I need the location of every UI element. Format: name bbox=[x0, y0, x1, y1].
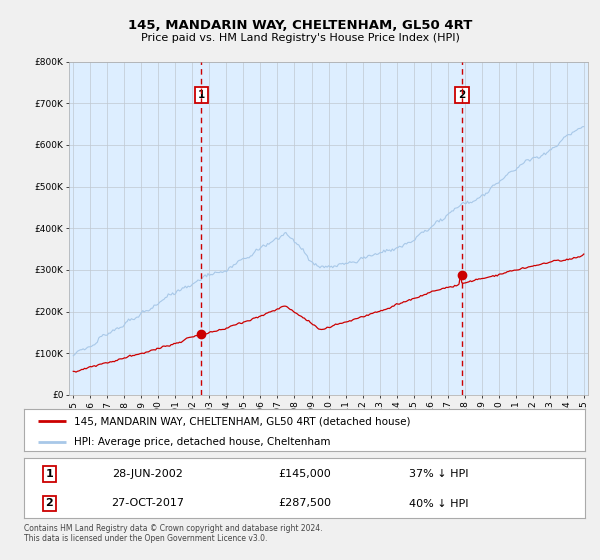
Text: 28-JUN-2002: 28-JUN-2002 bbox=[112, 469, 183, 479]
Text: 27-OCT-2017: 27-OCT-2017 bbox=[111, 498, 184, 508]
Text: This data is licensed under the Open Government Licence v3.0.: This data is licensed under the Open Gov… bbox=[24, 534, 268, 543]
Text: 2: 2 bbox=[458, 90, 466, 100]
Text: 145, MANDARIN WAY, CHELTENHAM, GL50 4RT: 145, MANDARIN WAY, CHELTENHAM, GL50 4RT bbox=[128, 18, 472, 32]
Text: HPI: Average price, detached house, Cheltenham: HPI: Average price, detached house, Chel… bbox=[74, 437, 331, 446]
Text: £145,000: £145,000 bbox=[278, 469, 331, 479]
Text: 40% ↓ HPI: 40% ↓ HPI bbox=[409, 498, 469, 508]
Text: 1: 1 bbox=[46, 469, 53, 479]
Text: £287,500: £287,500 bbox=[278, 498, 331, 508]
Text: 145, MANDARIN WAY, CHELTENHAM, GL50 4RT (detached house): 145, MANDARIN WAY, CHELTENHAM, GL50 4RT … bbox=[74, 417, 411, 426]
Text: Contains HM Land Registry data © Crown copyright and database right 2024.: Contains HM Land Registry data © Crown c… bbox=[24, 524, 323, 533]
Text: 2: 2 bbox=[46, 498, 53, 508]
Bar bbox=[201, 62, 461, 395]
Text: 1: 1 bbox=[197, 90, 205, 100]
Text: Price paid vs. HM Land Registry's House Price Index (HPI): Price paid vs. HM Land Registry's House … bbox=[140, 32, 460, 43]
Text: 37% ↓ HPI: 37% ↓ HPI bbox=[409, 469, 469, 479]
